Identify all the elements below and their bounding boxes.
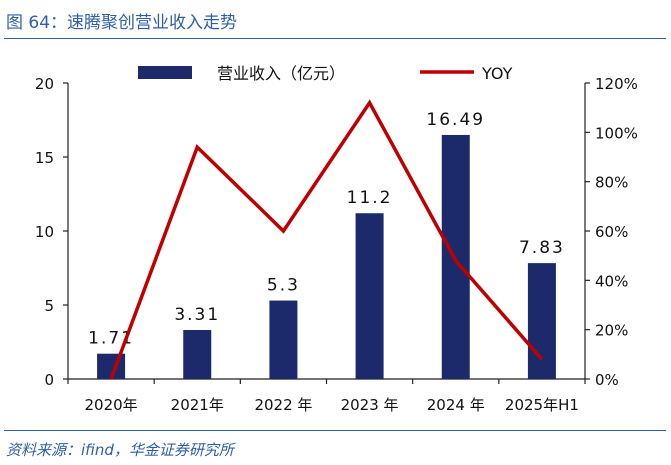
figure-title: 图 64：速腾聚创营业收入走势 [6, 13, 238, 33]
header-rule [4, 38, 666, 39]
left-tick-label: 10 [35, 223, 54, 241]
right-tick-label: 20% [595, 322, 628, 340]
right-axis-ticks: 0% 20% 40% 60% 80% 100% 120% [585, 75, 638, 389]
left-axis-ticks: 0 5 10 15 20 [35, 75, 68, 389]
revenue-bar-labels: 1.71 3.31 5.3 11.2 16.49 7.83 [88, 110, 565, 349]
right-tick-label: 100% [595, 124, 638, 142]
revenue-bar [527, 263, 556, 379]
x-category-label: 2024 年 [427, 396, 485, 414]
revenue-data-label: 11.2 [347, 188, 393, 208]
x-category-label: 2025年H1 [505, 396, 579, 414]
left-tick-label: 0 [44, 371, 54, 389]
revenue-data-label: 16.49 [426, 110, 485, 130]
right-tick-label: 40% [595, 272, 628, 290]
left-tick-label: 5 [44, 297, 54, 315]
revenue-bar [269, 300, 298, 379]
revenue-bar [355, 213, 384, 379]
x-category-label: 2023 年 [341, 396, 399, 414]
source-note: 资料来源：ifind，华金证券研究所 [6, 441, 234, 459]
yoy-series [109, 99, 544, 380]
revenue-data-label: 1.71 [88, 329, 134, 349]
footer-rule [4, 430, 666, 431]
legend-revenue-swatch [138, 66, 192, 79]
legend-revenue-label: 营业收入（亿元） [217, 64, 345, 83]
revenue-data-label: 5.3 [267, 276, 300, 296]
revenue-data-label: 7.83 [519, 238, 565, 258]
chart-axes [67, 83, 586, 380]
revenue-data-label: 3.31 [174, 305, 220, 325]
right-tick-label: 120% [595, 75, 638, 93]
legend-yoy-label: YOY [481, 64, 513, 83]
right-tick-label: 60% [595, 223, 628, 241]
left-tick-label: 15 [35, 149, 54, 167]
x-category-label: 2021年 [171, 396, 224, 414]
x-category-label: 2022 年 [254, 396, 312, 414]
revenue-bars [97, 134, 556, 379]
chart-legend: 营业收入（亿元） YOY [138, 64, 513, 83]
left-tick-label: 20 [35, 75, 54, 93]
right-tick-label: 0% [595, 371, 619, 389]
right-tick-label: 80% [595, 174, 628, 192]
x-category-label: 2020年 [84, 396, 137, 414]
yoy-line [109, 99, 544, 380]
x-axis-ticks: 2020年 2021年 2022 年 2023 年 2024 年 2025年H1 [67, 379, 586, 414]
revenue-bar [183, 330, 212, 379]
